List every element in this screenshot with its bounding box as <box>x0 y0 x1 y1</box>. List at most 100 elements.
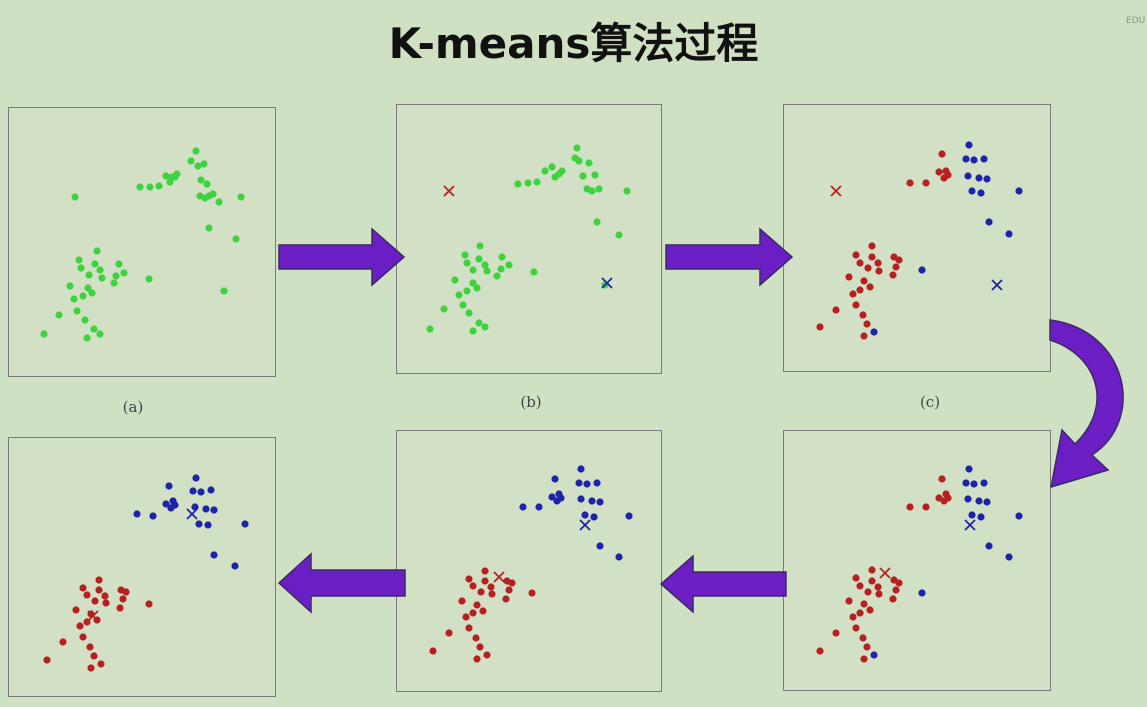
arrow-d-to-e <box>659 554 787 614</box>
data-point <box>86 643 94 651</box>
data-point <box>95 576 103 584</box>
data-point <box>895 579 903 587</box>
data-point <box>481 577 489 585</box>
data-point <box>856 286 864 294</box>
data-point <box>498 253 506 261</box>
data-point <box>975 497 983 505</box>
data-point <box>895 256 903 264</box>
data-point <box>473 655 481 663</box>
data-point <box>469 266 477 274</box>
data-point <box>73 307 81 315</box>
data-point <box>860 655 868 663</box>
data-point <box>860 600 868 608</box>
data-point <box>588 497 596 505</box>
arrow-a-to-b <box>278 227 406 287</box>
data-point <box>870 328 878 336</box>
arrow-e-to-f <box>277 552 406 614</box>
centroid-marker <box>579 519 591 531</box>
data-point <box>918 266 926 274</box>
data-point <box>856 259 864 267</box>
data-point <box>906 503 914 511</box>
data-point <box>81 316 89 324</box>
data-point <box>860 332 868 340</box>
data-point <box>97 660 105 668</box>
data-point <box>505 261 513 269</box>
data-point <box>203 180 211 188</box>
arrow-b-to-c <box>665 227 794 287</box>
data-point <box>171 501 179 509</box>
data-point <box>200 160 208 168</box>
data-point <box>585 159 593 167</box>
data-point <box>864 588 872 596</box>
data-point <box>579 172 587 180</box>
data-point <box>451 276 459 284</box>
data-point <box>588 187 596 195</box>
panel-d <box>783 430 1051 691</box>
data-point <box>83 334 91 342</box>
data-point <box>623 187 631 195</box>
data-point <box>856 609 864 617</box>
data-point <box>459 301 467 309</box>
data-point <box>463 259 471 267</box>
data-point <box>59 638 67 646</box>
data-point <box>215 198 223 206</box>
data-point <box>476 242 484 250</box>
data-point <box>577 495 585 503</box>
centroid-marker <box>830 185 842 197</box>
data-point <box>145 275 153 283</box>
panel-f-plot <box>43 474 249 672</box>
data-point <box>849 290 857 298</box>
data-point <box>970 480 978 488</box>
data-point <box>863 643 871 651</box>
centroid-marker <box>443 185 455 197</box>
data-point <box>596 498 604 506</box>
data-point <box>581 511 589 519</box>
data-point <box>845 597 853 605</box>
data-point <box>938 150 946 158</box>
data-point <box>187 157 195 165</box>
data-point <box>96 330 104 338</box>
data-point <box>112 272 120 280</box>
panel-b <box>396 104 662 374</box>
data-point <box>231 562 239 570</box>
data-point <box>524 179 532 187</box>
data-point <box>541 167 549 175</box>
data-point <box>110 279 118 287</box>
data-point <box>204 521 212 529</box>
data-point <box>72 606 80 614</box>
data-point <box>149 512 157 520</box>
panel-e <box>396 430 662 692</box>
data-point <box>868 577 876 585</box>
data-point <box>593 479 601 487</box>
data-point <box>210 551 218 559</box>
data-point <box>66 282 74 290</box>
data-point <box>77 264 85 272</box>
data-point <box>70 295 78 303</box>
data-point <box>146 183 154 191</box>
panel-e-plot <box>429 465 633 663</box>
data-point <box>860 277 868 285</box>
data-point <box>983 498 991 506</box>
data-point <box>591 171 599 179</box>
data-point <box>575 479 583 487</box>
data-point <box>962 155 970 163</box>
data-point <box>473 284 481 292</box>
data-point <box>210 506 218 514</box>
data-point <box>964 495 972 503</box>
data-point <box>98 274 106 282</box>
data-point <box>548 163 556 171</box>
data-point <box>232 235 240 243</box>
data-point <box>625 512 633 520</box>
data-point <box>1015 512 1023 520</box>
data-point <box>487 583 495 591</box>
panel-a-plot <box>40 147 245 342</box>
data-point <box>493 272 501 280</box>
data-point <box>535 503 543 511</box>
data-point <box>968 511 976 519</box>
data-point <box>918 589 926 597</box>
data-point <box>558 167 566 175</box>
data-point <box>162 172 170 180</box>
data-point <box>875 590 883 598</box>
data-point <box>192 147 200 155</box>
data-point <box>79 584 87 592</box>
